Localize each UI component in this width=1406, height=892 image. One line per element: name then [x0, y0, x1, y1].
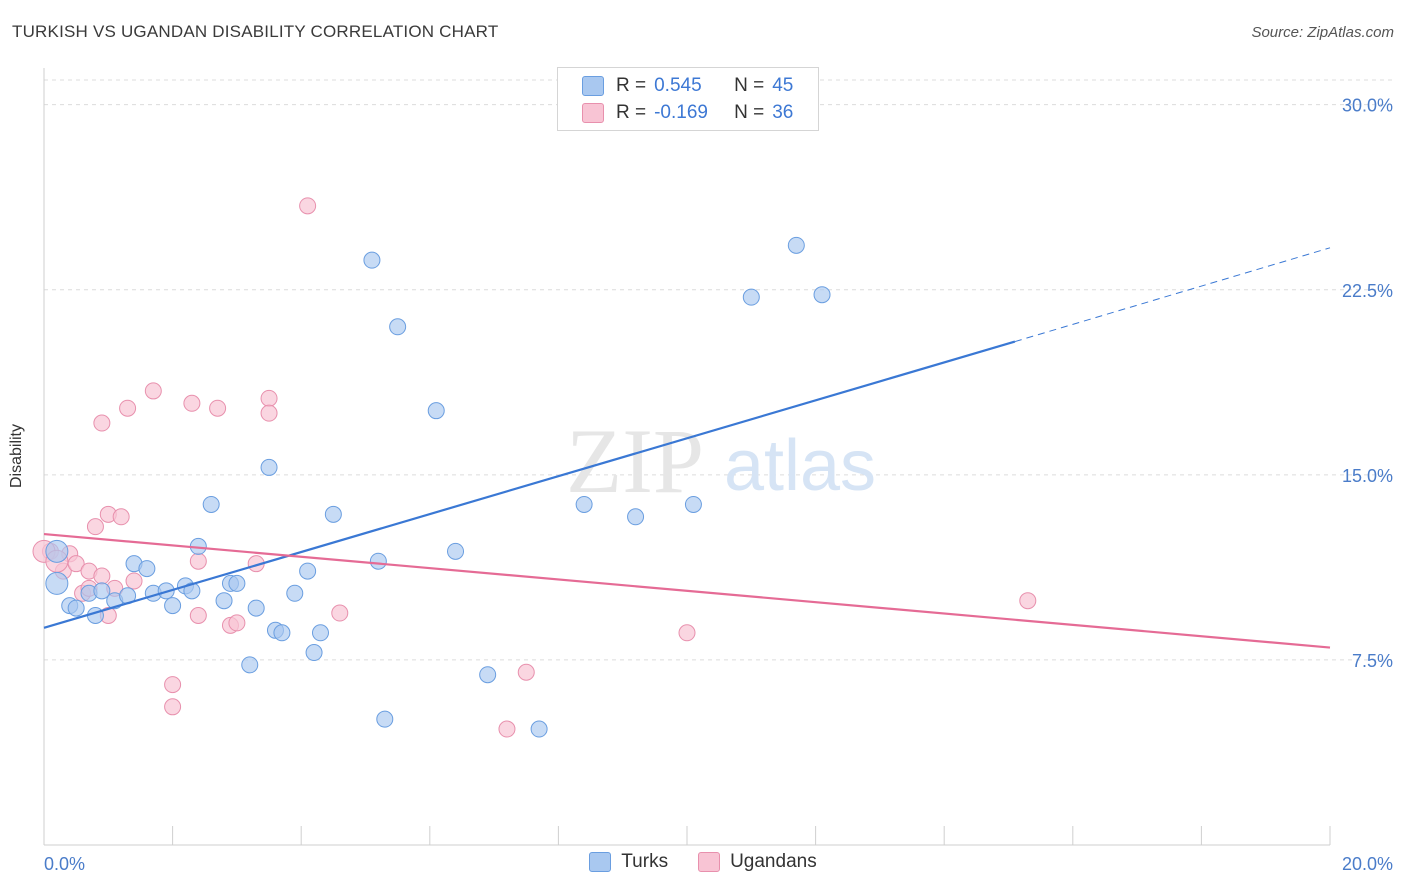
turks-point [228, 574, 246, 592]
watermark: ZIP atlas [566, 410, 876, 512]
ugandans-point [93, 567, 111, 585]
turks-point [45, 539, 69, 563]
grid-lines [44, 79, 1392, 661]
turks-point [305, 644, 323, 662]
legend-item-turks[interactable]: Turks [589, 851, 668, 873]
watermark-atlas: atlas [724, 426, 876, 506]
turks-point [369, 552, 387, 570]
ugandans-point [189, 607, 207, 624]
chart-title: TURKISH VS UGANDAN DISABILITY CORRELATIO… [12, 22, 499, 41]
turks-point [389, 318, 407, 336]
ugandans-trend-line [43, 532, 1331, 649]
legend-item-ugandans[interactable]: Ugandans [698, 851, 817, 873]
ugandans-point [125, 572, 143, 590]
turks-trend-line [43, 340, 1016, 629]
turks-swatch [589, 852, 612, 872]
turks-swatch [582, 76, 604, 96]
ugandans-point [517, 663, 535, 681]
turks-point [93, 582, 111, 600]
turks-point [787, 236, 805, 254]
legend-label-turks: Turks [621, 851, 669, 872]
ugandans-point [183, 394, 201, 412]
n-value: 36 [772, 102, 794, 123]
turks-point [45, 571, 69, 595]
turks-point [742, 288, 760, 306]
legend-label-ugandans: Ugandans [730, 851, 817, 872]
ugandans-point [331, 604, 349, 622]
ugandans-point [260, 404, 278, 422]
ugandans-point [144, 382, 162, 400]
turks-point [376, 710, 394, 728]
n-label: N = [734, 102, 765, 123]
ugandans-point [86, 518, 104, 536]
turks-point [324, 505, 342, 523]
watermark-zip: ZIP [566, 410, 704, 512]
n-value: 45 [772, 75, 794, 96]
turks-point [67, 599, 85, 617]
ugandans-points [32, 197, 1037, 738]
ugandans-point [164, 698, 182, 716]
ugandans-point [164, 676, 182, 694]
axes [43, 68, 1331, 846]
ugandans-point [112, 508, 130, 526]
y-tick-label: 30.0% [1342, 96, 1393, 116]
turks-point [260, 458, 278, 476]
turks-point [530, 720, 548, 738]
ugandans-point [678, 624, 696, 642]
ugandans-point [498, 720, 516, 738]
r-value: 0.545 [654, 75, 702, 96]
n-label: N = [734, 75, 765, 96]
r-label: R = [616, 75, 647, 96]
turks-point [813, 286, 831, 304]
x-tick-label: 20.0% [1342, 854, 1393, 874]
r-label: R = [616, 102, 647, 123]
turks-trend-extension [1014, 247, 1331, 343]
ugandans-point [119, 399, 137, 417]
r-value: -0.169 [654, 102, 708, 123]
legend-row-turks: R = 0.545 N = 45 [582, 73, 793, 99]
ugandans-point [260, 389, 278, 407]
turks-point [447, 542, 465, 560]
correlation-legend: R = 0.545 N = 45 R = -0.169 N = 36 [557, 67, 819, 131]
y-tick-label: 7.5% [1352, 651, 1393, 671]
ugandans-point [228, 614, 246, 632]
turks-point [479, 666, 497, 684]
turks-point [202, 495, 220, 513]
ugandans-point [299, 197, 317, 215]
ugandans-point [1019, 592, 1037, 610]
turks-point [627, 508, 645, 526]
x-tick-label: 0.0% [44, 854, 85, 874]
turks-point [575, 495, 593, 513]
ugandans-swatch [698, 852, 721, 872]
ugandans-point [67, 555, 85, 573]
turks-point [138, 560, 156, 578]
tick-labels: 7.5% 15.0% 22.5% 30.0% 0.0% 20.0% [44, 96, 1393, 874]
turks-point [241, 656, 259, 674]
y-tick-label: 22.5% [1342, 281, 1393, 301]
trend-lines [43, 247, 1331, 649]
ugandans-point [189, 552, 207, 570]
ugandans-point [209, 399, 227, 417]
y-tick-label: 15.0% [1342, 466, 1393, 486]
turks-point [299, 562, 317, 580]
ugandans-swatch [582, 103, 604, 123]
turks-point [286, 584, 304, 602]
turks-point [684, 495, 702, 513]
turks-point [215, 592, 233, 610]
source-label: Source: ZipAtlas.com [1251, 24, 1394, 41]
legend-row-ugandans: R = -0.169 N = 36 [582, 100, 793, 126]
turks-points [45, 236, 831, 738]
turks-point [183, 582, 201, 600]
turks-point [164, 597, 182, 615]
ugandans-point [93, 414, 111, 432]
turks-point [247, 599, 265, 617]
turks-point [427, 402, 445, 420]
turks-point [363, 251, 381, 269]
turks-point [273, 624, 291, 642]
series-legend: Turks Ugandans [0, 851, 1406, 873]
turks-point [311, 624, 329, 642]
